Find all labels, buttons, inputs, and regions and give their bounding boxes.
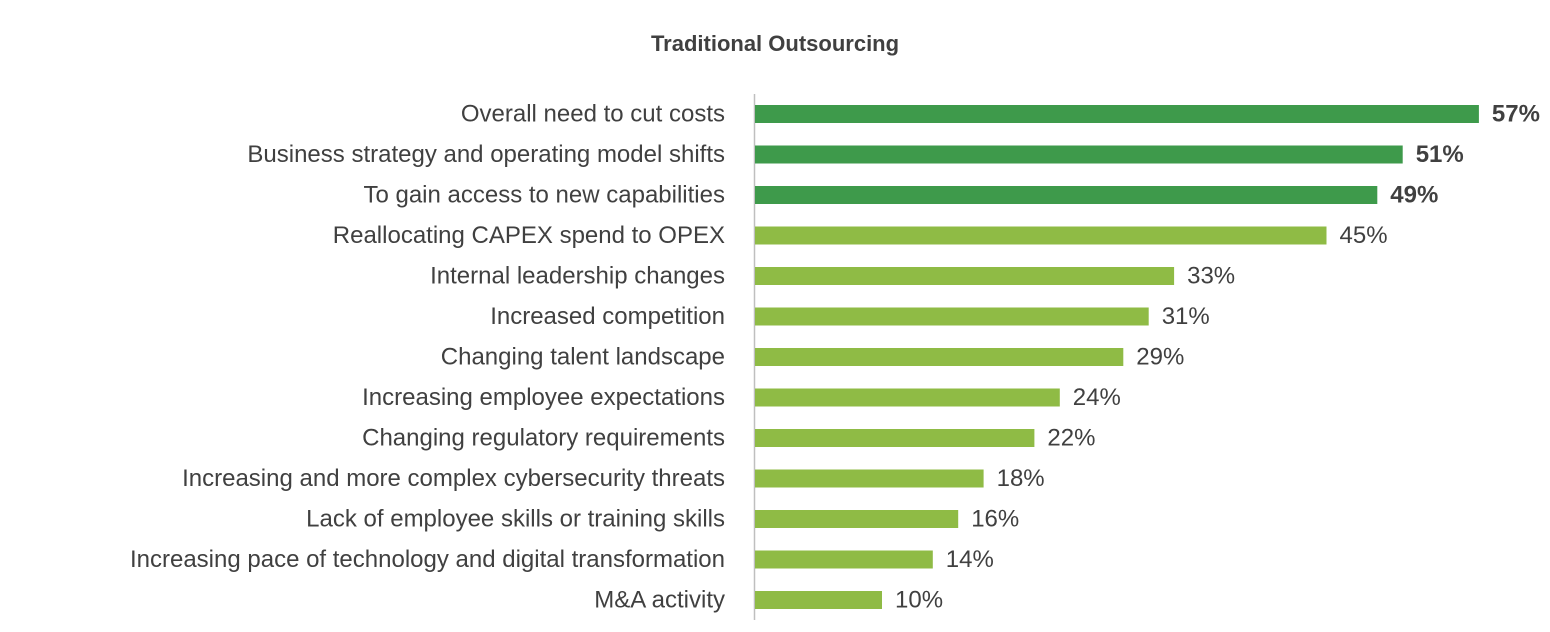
bar (755, 267, 1175, 285)
bar (755, 550, 933, 569)
bar (755, 591, 882, 609)
value-label: 29% (1136, 343, 1184, 370)
value-label: 57% (1492, 100, 1540, 127)
category-label: Changing regulatory requirements (362, 424, 725, 451)
value-label: 31% (1162, 303, 1210, 330)
category-label: Changing talent landscape (441, 343, 725, 370)
bar (755, 145, 1403, 164)
bar (755, 388, 1060, 407)
value-label: 18% (997, 465, 1045, 492)
category-label: Increased competition (490, 303, 725, 330)
category-label: Internal leadership changes (430, 262, 725, 289)
chart-title: Traditional Outsourcing (651, 31, 899, 56)
value-label: 45% (1340, 222, 1388, 249)
value-label: 10% (895, 586, 943, 613)
category-label: Lack of employee skills or training skil… (306, 505, 725, 532)
value-label: 16% (971, 505, 1019, 532)
category-label: Increasing and more complex cybersecurit… (182, 465, 725, 492)
value-label: 24% (1073, 384, 1121, 411)
bar (755, 469, 984, 488)
bar (755, 226, 1327, 245)
category-label: Reallocating CAPEX spend to OPEX (333, 222, 725, 249)
category-label: To gain access to new capabilities (363, 181, 725, 208)
category-label: M&A activity (594, 586, 725, 613)
value-label: 49% (1390, 181, 1438, 208)
value-label: 22% (1047, 424, 1095, 451)
category-label: Overall need to cut costs (461, 100, 725, 127)
category-label: Increasing employee expectations (362, 384, 725, 411)
bar (755, 105, 1479, 123)
bar (755, 348, 1124, 366)
category-label: Increasing pace of technology and digita… (130, 546, 725, 573)
bar (755, 429, 1035, 447)
bar (755, 186, 1378, 204)
category-label: Business strategy and operating model sh… (247, 141, 725, 168)
value-label: 33% (1187, 262, 1235, 289)
bar (755, 307, 1149, 326)
bar (755, 510, 959, 528)
value-label: 51% (1416, 141, 1464, 168)
value-label: 14% (946, 546, 994, 573)
